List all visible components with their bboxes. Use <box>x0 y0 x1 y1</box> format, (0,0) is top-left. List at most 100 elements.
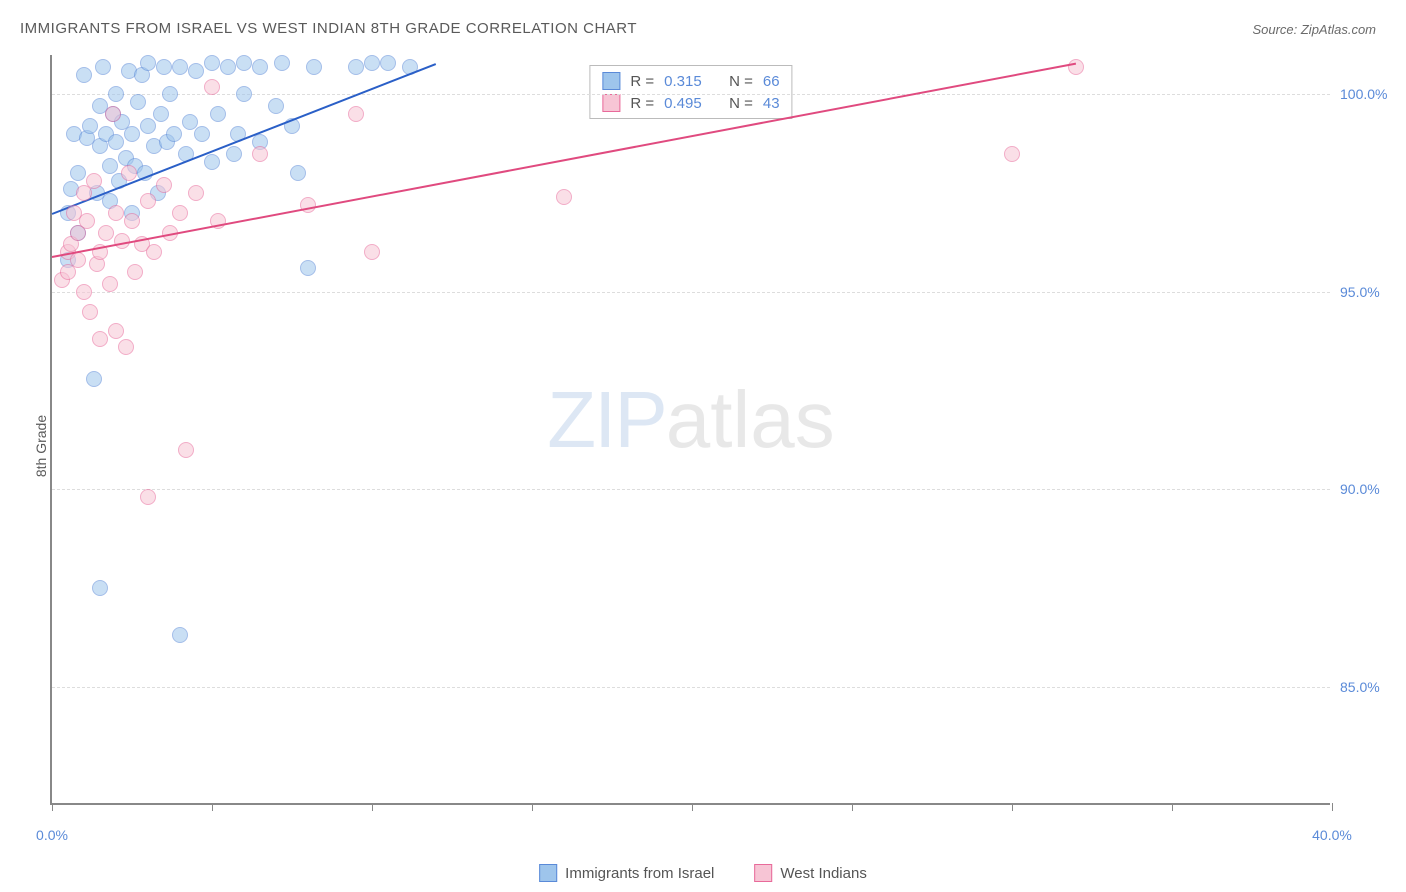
watermark: ZIPatlas <box>547 374 834 466</box>
data-point <box>118 339 134 355</box>
r-value: 0.495 <box>664 95 709 112</box>
data-point <box>210 106 226 122</box>
data-point <box>226 146 242 162</box>
data-point <box>79 213 95 229</box>
data-point <box>92 580 108 596</box>
data-point <box>121 165 137 181</box>
data-point <box>556 189 572 205</box>
n-label: N = <box>729 73 753 90</box>
x-tick <box>1172 803 1173 811</box>
data-point <box>380 55 396 71</box>
legend-swatch-icon <box>602 94 620 112</box>
x-tick-label: 40.0% <box>1312 827 1352 843</box>
y-axis-title: 8th Grade <box>33 415 49 477</box>
data-point <box>252 146 268 162</box>
r-value: 0.315 <box>664 73 709 90</box>
legend-item: Immigrants from Israel <box>539 864 714 882</box>
data-point <box>156 59 172 75</box>
data-point <box>236 55 252 71</box>
data-point <box>300 260 316 276</box>
stats-row: R =0.315N =66 <box>602 70 779 92</box>
data-point <box>70 252 86 268</box>
data-point <box>194 126 210 142</box>
data-point <box>1004 146 1020 162</box>
data-point <box>140 193 156 209</box>
data-point <box>348 59 364 75</box>
legend-item: West Indians <box>754 864 866 882</box>
data-point <box>108 323 124 339</box>
y-tick-label: 90.0% <box>1340 481 1400 497</box>
data-point <box>204 55 220 71</box>
data-point <box>188 185 204 201</box>
data-point <box>102 158 118 174</box>
data-point <box>140 489 156 505</box>
chart-legend: Immigrants from Israel West Indians <box>539 864 867 882</box>
x-tick <box>1332 803 1333 811</box>
x-tick <box>372 803 373 811</box>
data-point <box>204 79 220 95</box>
legend-swatch-icon <box>602 72 620 90</box>
legend-label: Immigrants from Israel <box>565 865 714 882</box>
data-point <box>140 55 156 71</box>
data-point <box>268 98 284 114</box>
y-tick-label: 100.0% <box>1340 86 1400 102</box>
data-point <box>108 134 124 150</box>
y-tick-label: 85.0% <box>1340 679 1400 695</box>
data-point <box>102 276 118 292</box>
data-point <box>156 177 172 193</box>
data-point <box>127 264 143 280</box>
data-point <box>274 55 290 71</box>
data-point <box>70 165 86 181</box>
data-point <box>290 165 306 181</box>
data-point <box>76 284 92 300</box>
data-point <box>188 63 204 79</box>
data-point <box>172 205 188 221</box>
data-point <box>108 86 124 102</box>
legend-swatch-icon <box>539 864 557 882</box>
watermark-zip: ZIP <box>547 375 665 464</box>
data-point <box>220 59 236 75</box>
data-point <box>172 59 188 75</box>
data-point <box>306 59 322 75</box>
data-point <box>105 106 121 122</box>
r-label: R = <box>630 95 654 112</box>
legend-label: West Indians <box>780 865 866 882</box>
data-point <box>364 55 380 71</box>
data-point <box>182 114 198 130</box>
data-point <box>140 118 156 134</box>
x-tick <box>852 803 853 811</box>
correlation-stats-box: R =0.315N =66R =0.495N =43 <box>589 65 792 119</box>
n-value: 43 <box>763 95 780 112</box>
y-tick-label: 95.0% <box>1340 284 1400 300</box>
x-tick <box>212 803 213 811</box>
gridline <box>52 489 1330 490</box>
data-point <box>92 331 108 347</box>
x-tick <box>532 803 533 811</box>
data-point <box>153 106 169 122</box>
data-point <box>172 627 188 643</box>
data-point <box>108 205 124 221</box>
data-point <box>348 106 364 122</box>
data-point <box>178 442 194 458</box>
data-point <box>236 86 252 102</box>
data-point <box>252 59 268 75</box>
data-point <box>86 371 102 387</box>
n-value: 66 <box>763 73 780 90</box>
watermark-atlas: atlas <box>666 375 835 464</box>
source-attribution: Source: ZipAtlas.com <box>1252 22 1376 37</box>
n-label: N = <box>729 95 753 112</box>
data-point <box>124 213 140 229</box>
data-point <box>76 67 92 83</box>
data-point <box>124 126 140 142</box>
data-point <box>204 154 220 170</box>
data-point <box>146 244 162 260</box>
data-point <box>1068 59 1084 75</box>
chart-title: IMMIGRANTS FROM ISRAEL VS WEST INDIAN 8T… <box>20 20 637 37</box>
data-point <box>95 59 111 75</box>
data-point <box>364 244 380 260</box>
data-point <box>82 118 98 134</box>
gridline <box>52 687 1330 688</box>
data-point <box>130 94 146 110</box>
x-tick-label: 0.0% <box>36 827 68 843</box>
scatter-chart: ZIPatlas R =0.315N =66R =0.495N =43 85.0… <box>50 55 1330 805</box>
